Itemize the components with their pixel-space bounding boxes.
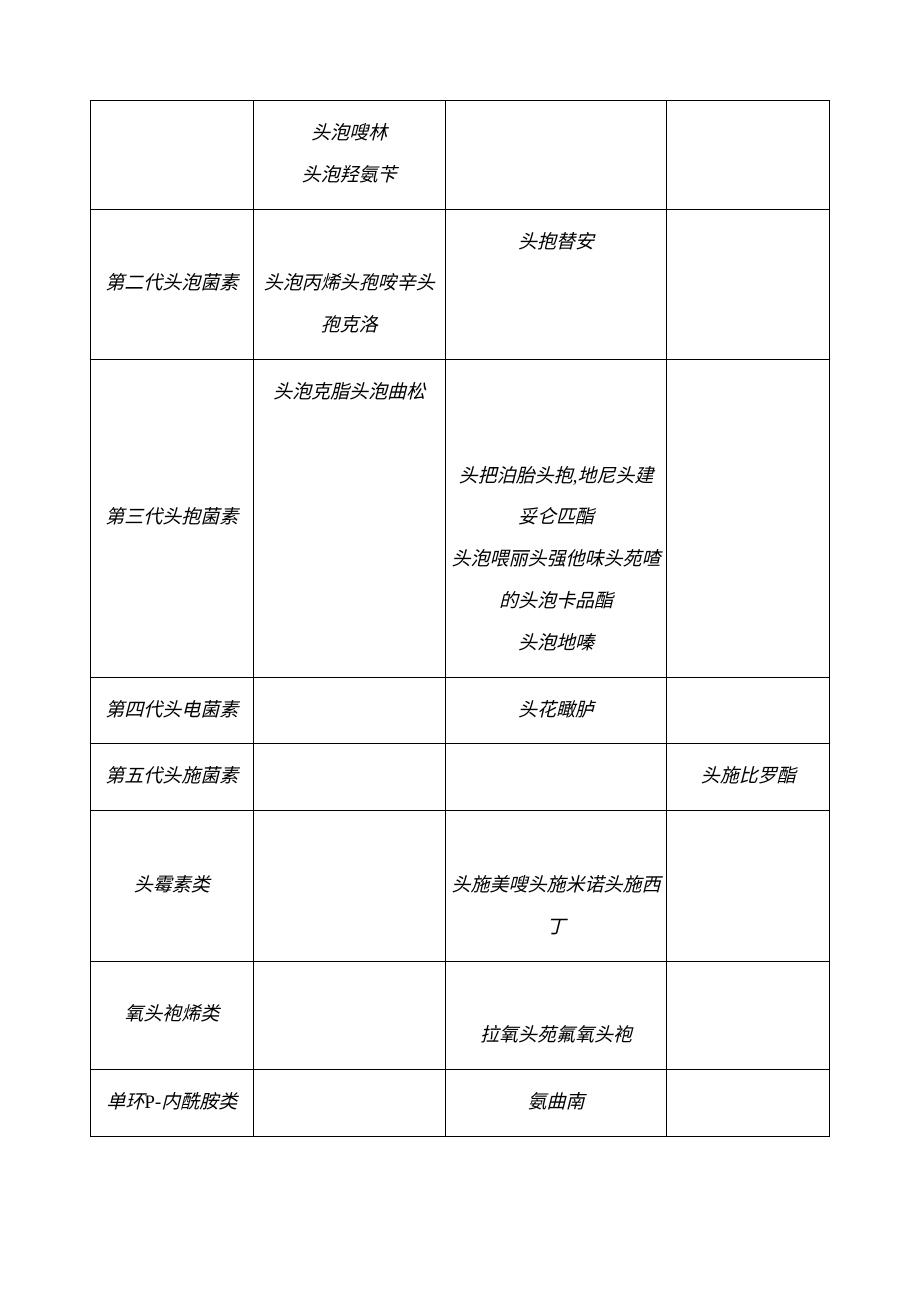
table-row: 第四代头电菌素 头花瞰胪: [91, 677, 830, 744]
cell-col4: [667, 811, 830, 961]
cell-col3: 头抱替安: [445, 209, 667, 359]
cell-col3: [445, 101, 667, 210]
medication-table: 头泡嗖林 头泡羟氨苄 第二代头泡菌素 头泡丙烯头孢咹辛头孢克洛 头抱替安 第三代…: [90, 100, 830, 1137]
cell-col3: 拉氧头苑氟氧头袍: [445, 961, 667, 1070]
cell-category: 单环P-内酰胺类: [91, 1070, 254, 1137]
cell-text: 头泡嗖林: [311, 123, 387, 144]
cell-category: 第五代头施菌素: [91, 744, 254, 811]
table-row: 头霉素类 头施美嗖头施米诺头施西丁: [91, 811, 830, 961]
cell-category: 第二代头泡菌素: [91, 209, 254, 359]
cell-col4: [667, 1070, 830, 1137]
cell-col3: 头施美嗖头施米诺头施西丁: [445, 811, 667, 961]
cell-text: 拉氧头苑氟氧头袍: [480, 1025, 632, 1046]
cell-col2: 头泡丙烯头孢咹辛头孢克洛: [253, 209, 445, 359]
table-row: 第五代头施菌素 头施比罗酯: [91, 744, 830, 811]
cell-col3: 头把泊胎头抱,地尼头建妥仑匹酯 头泡喂丽头强他味头苑喳的头泡卡品酯 头泡地嗪: [445, 359, 667, 677]
cell-col2: [253, 744, 445, 811]
cell-col4: [667, 677, 830, 744]
cell-col3: [445, 744, 667, 811]
table-row: 单环P-内酰胺类 氨曲南: [91, 1070, 830, 1137]
cell-col4: [667, 101, 830, 210]
table-row: 第三代头抱菌素 头泡克脂头泡曲松 头把泊胎头抱,地尼头建妥仑匹酯 头泡喂丽头强他…: [91, 359, 830, 677]
cell-col4: 头施比罗酯: [667, 744, 830, 811]
cell-text: P-: [144, 1092, 161, 1113]
cell-col2: 头泡克脂头泡曲松: [253, 359, 445, 677]
cell-col2: 头泡嗖林 头泡羟氨苄: [253, 101, 445, 210]
cell-category: 第三代头抱菌素: [91, 359, 254, 677]
cell-col3: 氨曲南: [445, 1070, 667, 1137]
cell-text: 头泡喂丽头强他味头苑喳的头泡卡品酯: [452, 549, 661, 612]
cell-category: 头霉素类: [91, 811, 254, 961]
cell-col3: 头花瞰胪: [445, 677, 667, 744]
cell-text: 头泡丙烯头孢咹辛头孢克洛: [264, 273, 435, 336]
cell-category: 第四代头电菌素: [91, 677, 254, 744]
cell-text: 内酰胺类: [161, 1092, 237, 1113]
cell-category: 氧头袍烯类: [91, 961, 254, 1070]
cell-col2: [253, 677, 445, 744]
cell-category: [91, 101, 254, 210]
cell-col4: [667, 961, 830, 1070]
table-row: 氧头袍烯类 拉氧头苑氟氧头袍: [91, 961, 830, 1070]
table-row: 第二代头泡菌素 头泡丙烯头孢咹辛头孢克洛 头抱替安: [91, 209, 830, 359]
cell-text: 头泡羟氨苄: [302, 165, 397, 186]
cell-col2: [253, 961, 445, 1070]
cell-col2: [253, 1070, 445, 1137]
table-row: 头泡嗖林 头泡羟氨苄: [91, 101, 830, 210]
cell-text: 头把泊胎头抱,地尼头建妥仑匹酯: [459, 466, 654, 529]
cell-col4: [667, 359, 830, 677]
cell-text: 头施美嗖头施米诺头施西丁: [452, 875, 661, 938]
cell-col4: [667, 209, 830, 359]
cell-text: 头泡地嗪: [518, 633, 594, 654]
cell-text: 单环: [106, 1092, 144, 1113]
cell-col2: [253, 811, 445, 961]
